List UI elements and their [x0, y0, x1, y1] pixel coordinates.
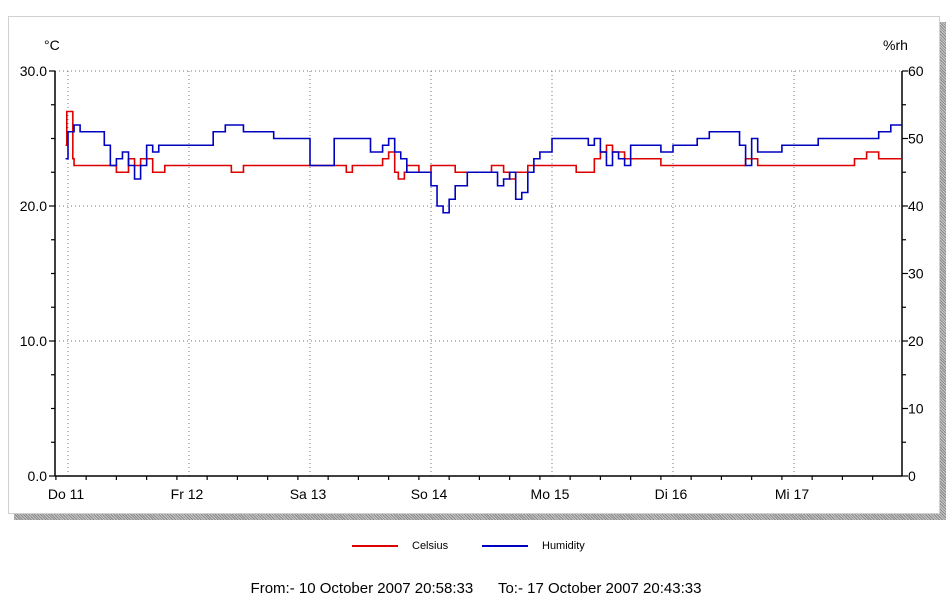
right-tick-label: 0: [908, 468, 916, 484]
legend-item-humidity: Humidity: [482, 540, 585, 552]
legend: Celsius Humidity: [0, 540, 952, 558]
legend-label-humidity: Humidity: [542, 540, 585, 552]
left-tick-label: 30.0: [20, 63, 47, 79]
left-axis-unit: °C: [44, 37, 60, 53]
x-tick-label: Di 16: [655, 486, 688, 502]
right-tick-label: 10: [908, 401, 924, 417]
x-tick-label: So 14: [411, 486, 448, 502]
chart-frame: [8, 16, 940, 514]
x-tick-label: Sa 13: [290, 486, 327, 502]
left-tick-label: 20.0: [20, 198, 47, 214]
x-tick-label: Mi 17: [775, 486, 809, 502]
right-axis-unit: %rh: [883, 37, 908, 53]
date-range-footer: From:- 10 October 2007 20:58:33 To:- 17 …: [0, 580, 952, 597]
right-tick-label: 60: [908, 63, 924, 79]
right-tick-label: 40: [908, 198, 924, 214]
series-line-humidity: [65, 124, 902, 214]
right-tick-label: 50: [908, 131, 924, 147]
to-value: 17 October 2007 20:43:33: [527, 580, 702, 597]
legend-label-celsius: Celsius: [412, 540, 449, 552]
to-label: To:-: [497, 580, 523, 597]
x-tick-label: Mo 15: [531, 486, 570, 502]
left-tick-label: 0.0: [28, 468, 48, 484]
x-tick-label: Do 11: [48, 486, 85, 502]
legend-swatch-celsius: [352, 545, 398, 547]
legend-swatch-humidity: [482, 545, 528, 547]
temperature-humidity-chart: 0.0 10.0 20.0 30.0 0 10 20 30 40 50 60 °C %rh Do 11 Fr…: [20, 37, 924, 502]
right-tick-label: 30: [908, 266, 924, 282]
from-value: 10 October 2007 20:58:33: [298, 580, 474, 597]
from-label: From:-: [250, 580, 295, 597]
left-tick-label: 10.0: [20, 333, 47, 349]
right-tick-label: 20: [908, 333, 924, 349]
x-tick-label: Fr 12: [171, 486, 204, 502]
series-line-celsius: [65, 110, 902, 180]
legend-item-celsius: Celsius: [352, 540, 448, 552]
